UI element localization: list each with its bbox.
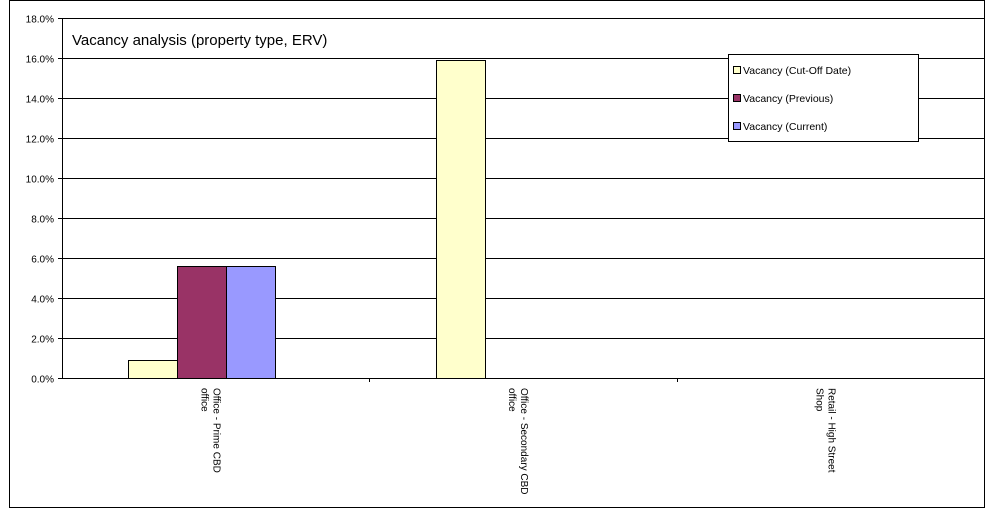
bar-1-0 [436,60,486,379]
y-tick-label: 0.0% [31,375,54,386]
y-tick-label: 14.0% [26,95,54,106]
x-tick-label-1: Office - Secondary CBDoffice [506,388,529,495]
y-tick-label: 12.0% [26,135,54,146]
legend-label: Vacancy (Current) [743,121,827,133]
chart-title: Vacancy analysis (property type, ERV) [72,32,327,49]
legend-label: Vacancy (Previous) [743,93,833,105]
legend-swatch [733,94,741,102]
x-tick-label: Office - Prime CBDoffice [199,388,222,473]
y-tick-label: 8.0% [31,215,54,226]
y-tick-label: 6.0% [31,255,54,266]
legend-label: Vacancy (Cut-Off Date) [743,65,851,77]
y-tick-label: 10.0% [26,175,54,186]
x-tick-label: Retail - High StreetShop [813,388,836,473]
bar-0-1 [177,266,227,379]
bar-0-0 [128,360,178,379]
legend-swatch [733,66,741,74]
y-tick-label: 16.0% [26,55,54,66]
x-tick-label-0: Office - Prime CBDoffice [199,388,222,473]
legend-swatch [733,122,741,130]
x-tick-label-2: Retail - High StreetShop [813,388,836,473]
bar-0-2 [226,266,276,379]
y-tick-label: 18.0% [26,15,54,26]
x-tick-label: Office - Secondary CBDoffice [506,388,529,495]
y-tick-label: 2.0% [31,335,54,346]
y-tick-label: 4.0% [31,295,54,306]
legend-box [728,54,919,142]
